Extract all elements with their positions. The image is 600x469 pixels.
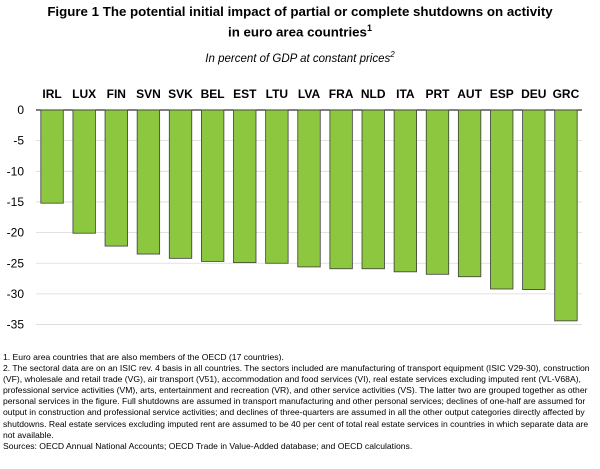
bar-aut xyxy=(457,109,482,278)
x-tick-label: NLD xyxy=(361,87,386,101)
x-tick-label: LUX xyxy=(72,87,96,101)
bar-chart: 0 -5 -10 -15 -20 -25 -30 -35 IRL LUX FIN SVN SVK BEL E… xyxy=(7,87,582,332)
bar-bel xyxy=(201,109,225,262)
x-tick-label: FIN xyxy=(107,87,126,101)
chart-title-line1: Figure 1 The potential initial impact of… xyxy=(47,4,553,19)
note-1: 1. Euro area countries that are also mem… xyxy=(3,352,284,362)
y-tick-label: 0 xyxy=(17,103,24,117)
bar-deu xyxy=(522,109,546,291)
y-tick-label: -30 xyxy=(7,287,25,301)
x-tick-label: LTU xyxy=(266,87,288,101)
bar-svk xyxy=(168,109,193,259)
notes: 1. Euro area countries that are also mem… xyxy=(3,352,599,452)
subtitle-footnote-mark: 2 xyxy=(390,50,395,59)
x-tick-label: BEL xyxy=(201,87,225,101)
bar-lva xyxy=(297,109,321,268)
chart-title: Figure 1 The potential initial impact of… xyxy=(0,3,600,40)
y-tick-label: -25 xyxy=(7,256,25,270)
bar-est xyxy=(233,109,257,264)
bar-esp xyxy=(490,109,514,290)
bar-ita xyxy=(393,109,417,273)
x-tick-label: SVN xyxy=(136,87,161,101)
chart-title-line2: in euro area countries1 xyxy=(228,23,372,40)
x-tick-label: FRA xyxy=(329,87,354,101)
x-tick-label: ITA xyxy=(396,87,415,101)
x-tick-label: IRL xyxy=(42,87,61,101)
y-tick-label: -35 xyxy=(7,318,25,332)
x-tick-label: EST xyxy=(233,87,257,101)
x-tick-label: DEU xyxy=(521,87,546,101)
x-tick-label: LVA xyxy=(298,87,321,101)
y-tick-label: -15 xyxy=(7,195,25,209)
bar-ltu xyxy=(265,109,289,264)
x-tick-label: AUT xyxy=(457,87,482,101)
x-tick-label: ESP xyxy=(490,87,514,101)
bar-lux xyxy=(72,109,96,234)
x-tick-label: SVK xyxy=(168,87,193,101)
title-footnote-mark: 1 xyxy=(366,23,372,33)
bar-irl xyxy=(40,109,64,204)
x-tick-label: GRC xyxy=(553,87,580,101)
bar-nld xyxy=(361,109,385,270)
note-2: 2. The sectoral data are on an ISIC rev.… xyxy=(3,363,590,440)
bar-fra xyxy=(329,109,353,270)
y-tick-label: -5 xyxy=(13,134,24,148)
y-tick-label: -20 xyxy=(7,226,25,240)
bar-fin xyxy=(104,109,128,247)
chart-subtitle: In percent of GDP at constant prices2 xyxy=(205,50,395,65)
source-note: Sources: OECD Annual National Accounts; … xyxy=(3,440,413,451)
y-tick-label: -10 xyxy=(7,164,25,178)
bar-svn xyxy=(136,109,161,255)
x-tick-label: PRT xyxy=(425,87,450,101)
bar-grc xyxy=(554,109,578,322)
bar-prt xyxy=(425,109,450,275)
